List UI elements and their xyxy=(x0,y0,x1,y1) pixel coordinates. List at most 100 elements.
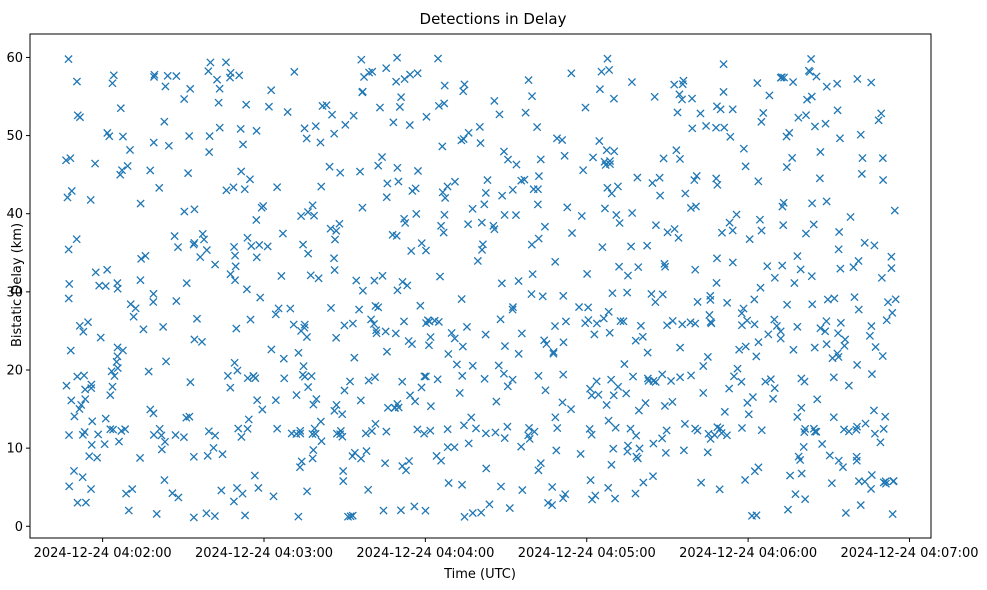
data-point xyxy=(801,495,810,504)
data-point xyxy=(267,345,276,354)
data-point xyxy=(833,79,842,88)
data-point xyxy=(651,297,660,307)
data-point xyxy=(332,226,341,235)
data-point xyxy=(252,126,261,135)
data-point xyxy=(107,367,116,376)
y-tick-label: 40 xyxy=(6,207,23,222)
data-point xyxy=(173,243,183,252)
data-point xyxy=(96,333,105,342)
data-point xyxy=(309,211,319,220)
data-point xyxy=(877,273,886,282)
data-point xyxy=(512,160,521,169)
data-point xyxy=(821,327,830,336)
data-point xyxy=(520,175,529,184)
data-point xyxy=(769,394,778,403)
data-point xyxy=(604,483,613,492)
data-point xyxy=(548,501,557,510)
data-point xyxy=(306,271,315,280)
data-point xyxy=(312,395,321,404)
data-point xyxy=(508,303,518,312)
data-point xyxy=(586,476,595,485)
data-point xyxy=(308,429,317,439)
data-point xyxy=(592,319,601,328)
data-point xyxy=(856,130,865,139)
data-point xyxy=(413,166,423,176)
data-point xyxy=(441,193,450,202)
data-point xyxy=(214,98,223,107)
y-tick-label: 20 xyxy=(6,364,23,379)
data-point xyxy=(434,317,443,326)
data-point xyxy=(712,254,722,263)
data-point xyxy=(558,398,567,407)
data-point xyxy=(616,317,625,326)
data-point xyxy=(237,167,246,176)
data-point xyxy=(101,414,110,423)
data-point xyxy=(367,426,376,436)
data-point xyxy=(713,423,722,432)
y-tick-label: 60 xyxy=(6,51,23,66)
data-point xyxy=(686,318,695,327)
y-axis-label: Bistatic Delay (km) xyxy=(10,223,25,347)
data-point xyxy=(797,374,806,383)
data-point xyxy=(524,76,533,85)
data-point xyxy=(225,73,235,82)
y-axis-ticks: 0 10 20 30 40 50 60 xyxy=(6,51,30,535)
data-point xyxy=(754,463,763,472)
data-point xyxy=(623,271,633,280)
data-point xyxy=(404,337,413,346)
data-point xyxy=(587,430,596,439)
data-point xyxy=(534,172,543,181)
data-point xyxy=(254,483,263,493)
data-point xyxy=(113,284,122,293)
data-point xyxy=(332,400,341,409)
data-point xyxy=(330,129,339,138)
data-point xyxy=(741,162,750,171)
data-point xyxy=(605,160,615,169)
data-point xyxy=(496,482,506,491)
data-point xyxy=(203,451,212,460)
data-point xyxy=(356,396,365,405)
data-point xyxy=(383,403,393,412)
data-point xyxy=(810,343,819,352)
data-point xyxy=(858,154,867,163)
data-point xyxy=(635,444,644,453)
data-point xyxy=(64,55,73,64)
data-point xyxy=(243,424,252,433)
data-point xyxy=(382,347,392,356)
data-point xyxy=(722,431,732,440)
data-point xyxy=(416,301,425,310)
data-point xyxy=(536,155,545,164)
data-point xyxy=(757,226,766,235)
data-point xyxy=(477,218,486,227)
data-point xyxy=(560,151,569,160)
data-point xyxy=(433,375,442,384)
data-point xyxy=(289,320,298,329)
data-point xyxy=(797,469,806,478)
data-point xyxy=(110,371,119,381)
data-point xyxy=(830,294,839,303)
data-point xyxy=(498,191,507,200)
data-point xyxy=(211,431,220,440)
data-point xyxy=(888,510,897,519)
data-point xyxy=(687,371,696,380)
data-points xyxy=(61,53,900,522)
data-point xyxy=(663,321,672,330)
data-point xyxy=(122,489,131,498)
data-point xyxy=(358,203,367,212)
data-point xyxy=(807,54,816,64)
data-point xyxy=(505,504,514,513)
data-point xyxy=(661,262,670,271)
data-point xyxy=(232,324,241,333)
data-point xyxy=(889,477,898,486)
data-point xyxy=(521,108,530,117)
data-point xyxy=(460,512,469,521)
data-point xyxy=(317,437,326,446)
data-point xyxy=(891,295,900,304)
data-point xyxy=(668,316,677,325)
data-point xyxy=(500,434,509,443)
data-point xyxy=(699,388,708,397)
data-point xyxy=(662,426,671,435)
data-point xyxy=(853,74,862,83)
data-point xyxy=(326,224,335,233)
data-point xyxy=(444,349,453,359)
